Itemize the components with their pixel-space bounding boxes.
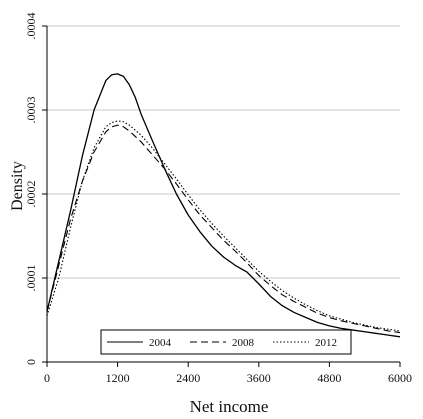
legend-label-2008: 2008 <box>232 337 255 349</box>
x-tick-label: 1200 <box>106 371 130 385</box>
series-line-2004 <box>46 73 401 338</box>
legend-items: 2004 2008 2012 <box>107 337 337 349</box>
y-tick-label: .0002 <box>24 181 38 208</box>
y-axis-ticks: 0 .0001 .0002 .0003 .0004 <box>24 13 47 365</box>
x-axis-ticks: 0 1200 2400 3600 4800 6000 <box>44 362 412 385</box>
x-tick-label: 4800 <box>317 371 341 385</box>
y-tick-label: .0004 <box>24 13 38 40</box>
legend: 2004 2008 2012 <box>100 329 352 355</box>
y-axis-title: Density <box>9 161 26 211</box>
x-tick-label: 6000 <box>388 371 412 385</box>
series-lines <box>46 73 401 338</box>
grid-lines <box>47 25 400 279</box>
x-tick-label: 0 <box>44 371 50 385</box>
y-tick-label: .0003 <box>24 97 38 124</box>
legend-label-2012: 2012 <box>315 337 337 349</box>
x-tick-label: 3600 <box>247 371 271 385</box>
y-tick-label: .0001 <box>24 265 38 292</box>
legend-label-2004: 2004 <box>149 337 172 349</box>
series-line-2008 <box>46 124 401 334</box>
x-tick-label: 2400 <box>176 371 200 385</box>
x-axis-title: Net income <box>190 397 269 416</box>
y-tick-label: 0 <box>24 359 38 365</box>
